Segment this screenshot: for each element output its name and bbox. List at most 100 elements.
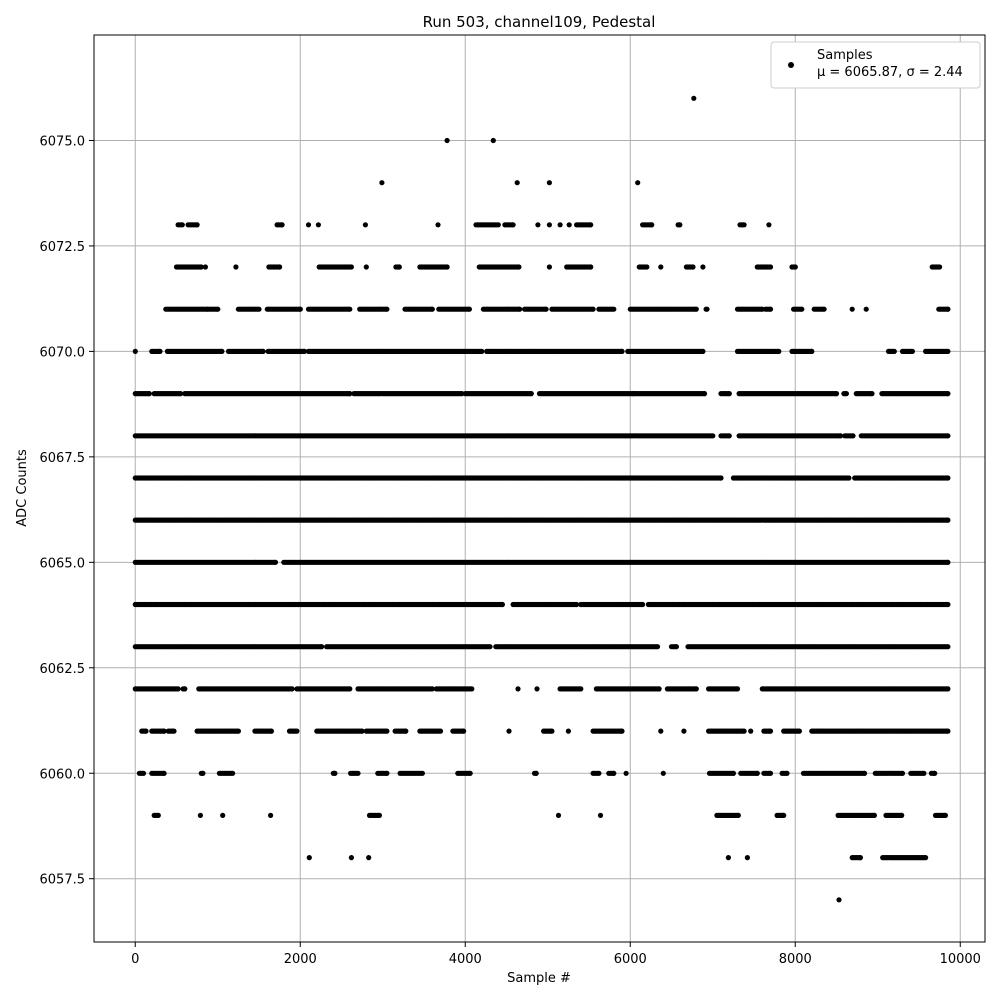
data-point bbox=[869, 391, 875, 397]
data-point bbox=[146, 391, 152, 397]
data-point bbox=[161, 728, 167, 734]
data-point bbox=[200, 770, 206, 776]
data-point bbox=[487, 644, 493, 650]
data-point bbox=[754, 770, 760, 776]
data-point bbox=[429, 686, 435, 692]
data-point bbox=[658, 728, 664, 734]
data-point bbox=[272, 559, 279, 565]
data-point bbox=[578, 686, 584, 692]
data-point bbox=[230, 770, 236, 776]
data-point bbox=[767, 770, 774, 776]
data-point bbox=[681, 728, 687, 734]
data-point bbox=[171, 728, 177, 734]
data-point bbox=[155, 812, 161, 819]
data-point bbox=[403, 728, 409, 734]
data-point bbox=[857, 855, 864, 861]
data-point bbox=[319, 644, 325, 650]
data-point bbox=[932, 770, 938, 776]
data-point bbox=[219, 348, 225, 354]
data-point bbox=[332, 770, 338, 776]
data-point bbox=[945, 728, 951, 734]
data-point bbox=[268, 812, 274, 819]
data-point bbox=[161, 770, 167, 776]
data-point bbox=[693, 686, 699, 692]
data-point bbox=[945, 475, 951, 481]
data-point bbox=[596, 770, 602, 776]
data-point bbox=[735, 812, 741, 819]
data-point bbox=[833, 391, 840, 397]
data-point bbox=[945, 644, 951, 650]
data-point bbox=[744, 855, 751, 861]
data-point bbox=[640, 601, 646, 608]
data-point bbox=[836, 897, 842, 903]
data-points bbox=[132, 95, 951, 903]
data-point bbox=[921, 770, 927, 776]
data-point bbox=[741, 728, 747, 734]
data-point bbox=[506, 728, 512, 734]
data-point bbox=[132, 348, 138, 354]
data-point bbox=[533, 770, 539, 776]
data-point bbox=[730, 770, 737, 776]
data-point bbox=[143, 728, 149, 734]
data-point bbox=[945, 433, 951, 439]
data-point bbox=[260, 348, 266, 354]
data-point bbox=[861, 770, 868, 776]
data-point bbox=[871, 812, 878, 819]
data-point bbox=[348, 855, 354, 861]
data-point bbox=[289, 686, 295, 692]
data-point bbox=[355, 770, 361, 776]
data-point bbox=[718, 475, 724, 481]
data-point bbox=[781, 812, 787, 819]
data-point bbox=[611, 770, 617, 776]
data-point bbox=[182, 686, 188, 692]
data-point bbox=[726, 433, 732, 439]
data-point bbox=[796, 728, 803, 734]
data-point bbox=[850, 433, 856, 439]
data-point bbox=[597, 812, 604, 819]
chart-title: Run 503, channel109, Pedestal bbox=[423, 13, 656, 31]
data-point bbox=[748, 728, 754, 734]
data-point bbox=[175, 686, 181, 692]
data-point bbox=[945, 601, 951, 608]
data-point bbox=[467, 770, 473, 776]
data-point bbox=[515, 686, 521, 692]
data-point bbox=[945, 686, 951, 692]
data-point bbox=[945, 517, 951, 523]
data-point bbox=[726, 391, 732, 397]
data-point bbox=[157, 348, 163, 354]
data-point bbox=[235, 728, 241, 734]
data-point bbox=[461, 728, 467, 734]
data-point bbox=[419, 770, 425, 776]
data-point bbox=[945, 391, 951, 397]
data-point bbox=[656, 686, 662, 692]
data-point bbox=[942, 812, 949, 819]
data-point bbox=[366, 855, 372, 861]
data-point bbox=[565, 728, 572, 734]
data-point bbox=[846, 475, 852, 481]
data-point bbox=[268, 728, 274, 734]
data-point bbox=[945, 559, 951, 565]
data-point bbox=[701, 391, 708, 397]
data-point bbox=[384, 728, 390, 734]
data-point bbox=[197, 812, 203, 819]
data-point bbox=[673, 644, 680, 650]
data-point bbox=[923, 855, 929, 861]
data-point bbox=[710, 433, 716, 439]
data-point bbox=[555, 812, 562, 819]
data-point bbox=[220, 812, 226, 819]
data-point bbox=[534, 686, 540, 692]
data-point bbox=[843, 391, 850, 397]
data-point bbox=[734, 686, 741, 692]
data-point bbox=[437, 728, 444, 734]
data-point bbox=[767, 728, 774, 734]
data-point bbox=[294, 728, 300, 734]
data-point bbox=[899, 812, 905, 819]
data-point bbox=[623, 770, 629, 776]
data-point bbox=[306, 855, 312, 861]
data-point bbox=[725, 855, 732, 861]
data-point bbox=[376, 812, 382, 819]
data-point bbox=[654, 644, 661, 650]
data-point bbox=[359, 728, 365, 734]
